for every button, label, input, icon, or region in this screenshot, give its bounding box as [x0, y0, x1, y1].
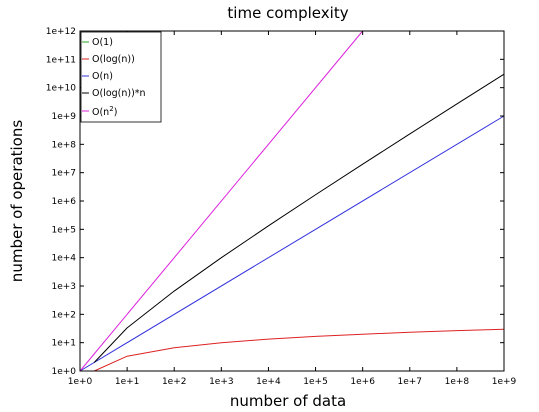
legend-label-on2: O(n2)	[92, 105, 117, 118]
y-tick-label: 1e+4	[51, 254, 76, 264]
y-tick-label: 1e+2	[51, 310, 76, 320]
x-tick-label: 1e+6	[350, 377, 375, 387]
x-tick-label: 1e+0	[68, 377, 93, 387]
series-line-o-n	[79, 115, 505, 372]
chart-title: time complexity	[227, 4, 348, 22]
y-tick-label: 1e+6	[51, 197, 76, 207]
x-tick-label: 1e+9	[492, 377, 517, 387]
y-tick-label: 1e+5	[51, 225, 76, 235]
legend: O(1) O(log(n)) O(n) O(log(n))*n O(n2)	[80, 31, 162, 123]
tick-layer: 1e+0 1e+1 1e+2 1e+3 1e+4 1e+5 1e+6 1e+7 1e+8 1e+9…	[46, 27, 517, 387]
legend-label-onlogn: O(log(n))*n	[92, 88, 146, 99]
plot-frame	[79, 30, 505, 372]
y-tick-label: 1e+0	[51, 367, 76, 377]
series-line-o-log-n-n	[93, 73, 505, 363]
y-tick-label: 1e+10	[46, 84, 77, 94]
y-axis-title: number of operations	[8, 120, 26, 283]
legend-label-on: O(n)	[92, 71, 113, 82]
x-tick-label: 1e+5	[303, 377, 328, 387]
legend-label-ologn: O(log(n))	[92, 54, 135, 65]
x-tick-label: 1e+2	[162, 377, 187, 387]
x-tick-label: 1e+3	[209, 377, 234, 387]
series-line-o-log-n	[93, 328, 505, 372]
y-tick-label: 1e+7	[51, 169, 76, 179]
x-axis-title: number of data	[230, 392, 346, 410]
legend-box	[80, 31, 162, 123]
series-line-o-n-2	[79, 30, 364, 372]
x-tick-label: 1e+7	[398, 377, 423, 387]
y-tick-label: 1e+3	[51, 282, 76, 292]
x-tick-label: 1e+8	[445, 377, 470, 387]
y-tick-label: 1e+9	[51, 112, 76, 122]
y-tick-label: 1e+11	[46, 55, 76, 65]
y-tick-label: 1e+12	[46, 27, 76, 37]
x-tick-label: 1e+1	[115, 377, 140, 387]
legend-label-o1: O(1)	[92, 37, 113, 48]
x-tick-label: 1e+4	[256, 377, 281, 387]
y-tick-label: 1e+8	[51, 140, 76, 150]
y-tick-label: 1e+1	[51, 339, 76, 349]
